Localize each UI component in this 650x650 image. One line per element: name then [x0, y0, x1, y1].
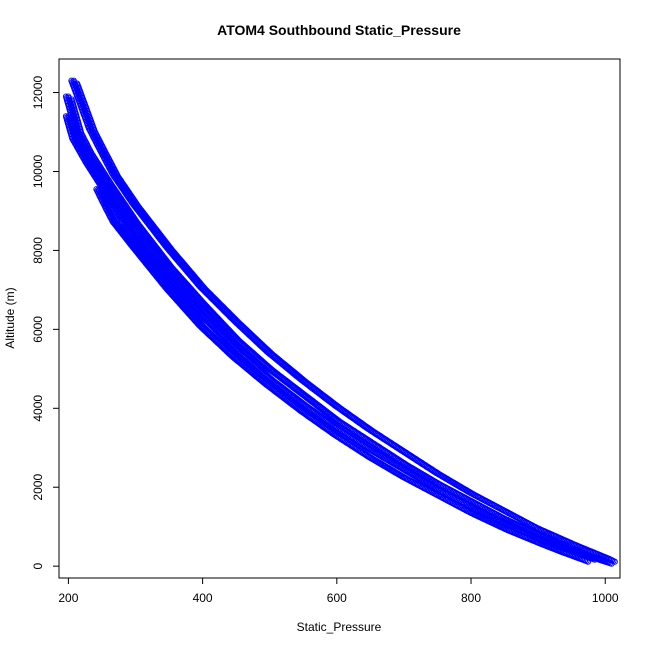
data-point — [65, 93, 72, 100]
data-point — [65, 113, 72, 120]
chart-title: ATOM4 Southbound Static_Pressure — [217, 22, 461, 38]
data-point — [70, 77, 77, 84]
data-points — [62, 77, 618, 567]
data-point — [62, 93, 69, 100]
data-point — [62, 113, 69, 120]
plot-frame — [58, 58, 621, 579]
data-point — [68, 77, 75, 84]
